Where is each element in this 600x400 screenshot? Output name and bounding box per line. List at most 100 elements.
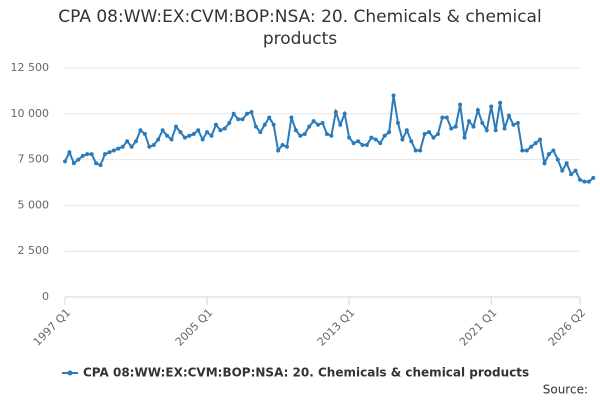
point	[205, 130, 210, 135]
point	[542, 161, 547, 166]
point	[94, 161, 99, 166]
point	[67, 150, 72, 155]
point	[533, 141, 538, 146]
point	[484, 128, 489, 133]
point	[187, 133, 192, 138]
point	[360, 142, 365, 147]
point	[63, 159, 67, 164]
y-tick-label: 7 500	[18, 153, 50, 166]
point	[453, 124, 458, 129]
point	[182, 135, 187, 140]
point	[378, 141, 383, 146]
point	[191, 131, 196, 136]
point	[320, 120, 325, 125]
point	[573, 168, 578, 173]
point	[311, 119, 316, 124]
point	[316, 122, 321, 127]
point	[342, 111, 347, 116]
point	[546, 152, 551, 157]
point	[471, 124, 476, 129]
point	[151, 142, 156, 147]
point	[289, 115, 294, 120]
point	[498, 100, 503, 105]
point	[253, 124, 258, 129]
point	[555, 157, 560, 162]
point	[480, 120, 485, 125]
point	[347, 135, 352, 140]
point	[262, 122, 267, 127]
point	[284, 144, 289, 149]
point	[160, 128, 165, 133]
point	[218, 128, 223, 133]
legend-marker	[67, 370, 73, 376]
point	[382, 133, 387, 138]
point	[165, 133, 170, 138]
point	[89, 152, 94, 157]
point	[427, 130, 432, 135]
point	[506, 113, 511, 118]
point	[418, 148, 423, 153]
point	[391, 93, 396, 98]
point	[440, 115, 445, 120]
point	[475, 108, 480, 113]
point	[551, 148, 556, 153]
point	[120, 144, 125, 149]
point	[582, 179, 587, 184]
y-tick-label: 12 500	[11, 61, 50, 74]
y-tick-label: 0	[42, 290, 49, 303]
point	[431, 135, 436, 140]
point	[356, 139, 361, 144]
point	[227, 120, 232, 125]
point	[138, 128, 143, 133]
point	[569, 172, 574, 177]
point	[515, 120, 520, 125]
x-tick-label: 2005 Q1	[173, 306, 216, 349]
point	[324, 131, 329, 136]
point	[280, 142, 285, 147]
point	[369, 135, 374, 140]
y-tick-label: 10 000	[11, 107, 50, 120]
point	[511, 122, 516, 127]
point	[493, 128, 498, 133]
point	[111, 148, 116, 153]
point	[178, 130, 183, 135]
point	[529, 144, 534, 149]
point	[422, 131, 427, 136]
point	[449, 126, 454, 131]
point	[329, 133, 334, 138]
chart-title: CPA 08:WW:EX:CVM:BOP:NSA: 20. Chemicals …	[58, 7, 542, 49]
point	[560, 168, 565, 173]
point	[591, 175, 596, 180]
point	[258, 130, 263, 135]
x-tick-label: 2021 Q1	[457, 306, 500, 349]
point	[71, 161, 76, 166]
point	[173, 124, 178, 129]
point	[293, 128, 298, 133]
point	[413, 148, 418, 153]
point	[142, 131, 147, 136]
point	[387, 130, 392, 135]
point	[307, 124, 312, 129]
point	[129, 144, 134, 149]
point	[107, 150, 112, 155]
point	[222, 126, 227, 131]
point	[200, 137, 205, 142]
point	[102, 152, 107, 157]
point	[169, 137, 174, 142]
y-tick-label: 2 500	[18, 244, 50, 257]
point	[489, 104, 494, 109]
point	[302, 131, 307, 136]
x-tick-label: 2013 Q1	[315, 306, 358, 349]
point	[458, 102, 463, 107]
point	[209, 133, 214, 138]
point	[578, 177, 582, 182]
point	[435, 131, 440, 136]
point	[76, 157, 81, 162]
source: Source:	[543, 383, 588, 397]
point	[125, 139, 130, 144]
legend-text: CPA 08:WW:EX:CVM:BOP:NSA: 20. Chemicals …	[83, 366, 529, 380]
point	[116, 146, 121, 151]
point	[298, 133, 303, 138]
